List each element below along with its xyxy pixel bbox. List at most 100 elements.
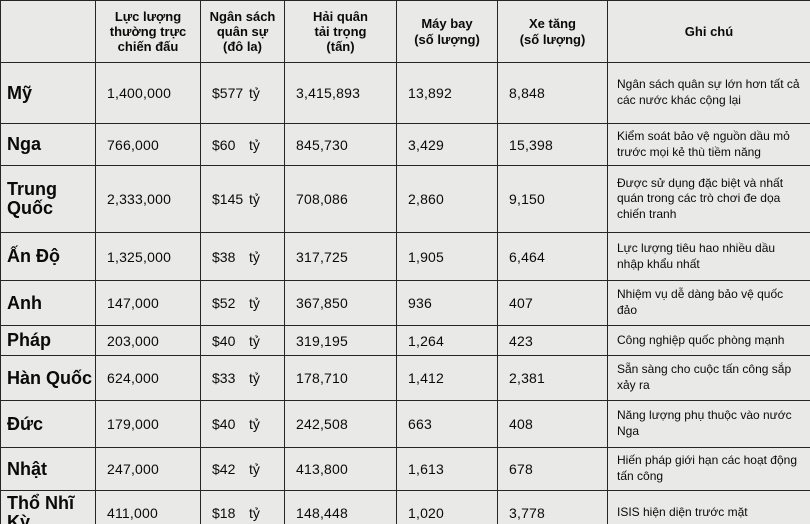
navy-tonnage-cell: 367,850 bbox=[284, 280, 397, 326]
budget-amount: $40 bbox=[212, 416, 236, 432]
header-row: Lực lượng thường trực chiến đấu Ngân sác… bbox=[0, 0, 810, 63]
budget-cell: $18 tỷ bbox=[200, 490, 285, 524]
budget-cell: $577 tỷ bbox=[200, 62, 285, 124]
navy-tonnage-cell: 242,508 bbox=[284, 400, 397, 448]
budget-unit: tỷ bbox=[249, 416, 260, 432]
budget-cell: $38 tỷ bbox=[200, 232, 285, 281]
note-cell: Lực lượng tiêu hao nhiều dầu nhập khẩu n… bbox=[607, 232, 810, 281]
budget-cell: $60 tỷ bbox=[200, 123, 285, 166]
budget-cell: $40 tỷ bbox=[200, 325, 285, 356]
budget-unit: tỷ bbox=[249, 136, 260, 153]
budget-cell: $42 tỷ bbox=[200, 447, 285, 491]
navy-tonnage-cell: 708,086 bbox=[284, 165, 397, 233]
budget-cell: $145 tỷ bbox=[200, 165, 285, 233]
budget-amount: $52 bbox=[212, 295, 236, 311]
col-header-budget: Ngân sách quân sự (đô la) bbox=[200, 0, 285, 63]
active-forces-cell: 1,400,000 bbox=[95, 62, 201, 124]
budget-unit: tỷ bbox=[249, 295, 260, 311]
country-cell: Ấn Độ bbox=[0, 232, 96, 281]
note-cell: Kiểm soát bảo vệ nguồn dầu mỏ trước mọi … bbox=[607, 123, 810, 166]
active-forces-cell: 247,000 bbox=[95, 447, 201, 491]
budget-amount: $38 bbox=[212, 248, 236, 265]
budget-amount: $577 bbox=[212, 85, 244, 101]
table-row: Hàn Quốc 624,000 $33 tỷ 178,710 1,412 2,… bbox=[0, 355, 810, 401]
aircraft-cell: 1,020 bbox=[396, 490, 498, 524]
aircraft-cell: 1,613 bbox=[396, 447, 498, 491]
budget-unit: tỷ bbox=[249, 191, 260, 207]
navy-tonnage-cell: 178,710 bbox=[284, 355, 397, 401]
note-cell: Sẵn sàng cho cuộc tấn công sắp xảy ra bbox=[607, 355, 810, 401]
aircraft-cell: 1,412 bbox=[396, 355, 498, 401]
table-row: Trung Quốc 2,333,000 $145 tỷ 708,086 2,8… bbox=[0, 165, 810, 233]
table-row: Nhật 247,000 $42 tỷ 413,800 1,613 678 Hi… bbox=[0, 447, 810, 491]
table-header: Lực lượng thường trực chiến đấu Ngân sác… bbox=[0, 0, 810, 63]
tanks-cell: 408 bbox=[497, 400, 608, 448]
navy-tonnage-cell: 413,800 bbox=[284, 447, 397, 491]
table-row: Ấn Độ 1,325,000 $38 tỷ 317,725 1,905 6,4… bbox=[0, 232, 810, 281]
active-forces-cell: 179,000 bbox=[95, 400, 201, 448]
budget-unit: tỷ bbox=[249, 332, 260, 349]
budget-unit: tỷ bbox=[249, 370, 260, 386]
budget-unit: tỷ bbox=[249, 505, 260, 521]
note-cell: Công nghiệp quốc phòng mạnh bbox=[607, 325, 810, 356]
country-cell: Thổ Nhĩ Kỳ bbox=[0, 490, 96, 524]
budget-cell: $40 tỷ bbox=[200, 400, 285, 448]
budget-cell: $33 tỷ bbox=[200, 355, 285, 401]
active-forces-cell: 766,000 bbox=[95, 123, 201, 166]
tanks-cell: 8,848 bbox=[497, 62, 608, 124]
budget-unit: tỷ bbox=[249, 461, 260, 477]
budget-amount: $18 bbox=[212, 505, 236, 521]
table-row: Đức 179,000 $40 tỷ 242,508 663 408 Năng … bbox=[0, 400, 810, 448]
table-row: Thổ Nhĩ Kỳ 411,000 $18 tỷ 148,448 1,020 … bbox=[0, 490, 810, 524]
navy-tonnage-cell: 3,415,893 bbox=[284, 62, 397, 124]
note-cell: Nhiệm vụ dễ dàng bảo vệ quốc đảo bbox=[607, 280, 810, 326]
aircraft-cell: 1,905 bbox=[396, 232, 498, 281]
note-cell: Được sử dụng đặc biệt và nhất quán trong… bbox=[607, 165, 810, 233]
aircraft-cell: 1,264 bbox=[396, 325, 498, 356]
active-forces-cell: 147,000 bbox=[95, 280, 201, 326]
table-row: Mỹ 1,400,000 $577 tỷ 3,415,893 13,892 8,… bbox=[0, 62, 810, 124]
col-header-tanks: Xe tăng (số lượng) bbox=[497, 0, 608, 63]
aircraft-cell: 2,860 bbox=[396, 165, 498, 233]
tanks-cell: 678 bbox=[497, 447, 608, 491]
table-body: Mỹ 1,400,000 $577 tỷ 3,415,893 13,892 8,… bbox=[0, 62, 810, 524]
tanks-cell: 9,150 bbox=[497, 165, 608, 233]
col-header-active-forces: Lực lượng thường trực chiến đấu bbox=[95, 0, 201, 63]
col-header-navy-tonnage: Hải quân tải trọng (tấn) bbox=[284, 0, 397, 63]
country-cell: Đức bbox=[0, 400, 96, 448]
navy-tonnage-cell: 148,448 bbox=[284, 490, 397, 524]
active-forces-cell: 1,325,000 bbox=[95, 232, 201, 281]
active-forces-cell: 411,000 bbox=[95, 490, 201, 524]
aircraft-cell: 936 bbox=[396, 280, 498, 326]
navy-tonnage-cell: 845,730 bbox=[284, 123, 397, 166]
tanks-cell: 407 bbox=[497, 280, 608, 326]
country-cell: Pháp bbox=[0, 325, 96, 356]
note-cell: Năng lượng phụ thuộc vào nước Nga bbox=[607, 400, 810, 448]
country-cell: Mỹ bbox=[0, 62, 96, 124]
col-header-aircraft: Máy bay (số lượng) bbox=[396, 0, 498, 63]
budget-amount: $40 bbox=[212, 332, 236, 349]
col-header-country bbox=[0, 0, 96, 63]
tanks-cell: 15,398 bbox=[497, 123, 608, 166]
budget-amount: $145 bbox=[212, 191, 244, 207]
country-cell: Hàn Quốc bbox=[0, 355, 96, 401]
col-header-notes: Ghi chú bbox=[607, 0, 810, 63]
budget-cell: $52 tỷ bbox=[200, 280, 285, 326]
table-row: Nga 766,000 $60 tỷ 845,730 3,429 15,398 … bbox=[0, 123, 810, 166]
navy-tonnage-cell: 319,195 bbox=[284, 325, 397, 356]
tanks-cell: 3,778 bbox=[497, 490, 608, 524]
budget-amount: $33 bbox=[212, 370, 236, 386]
country-cell: Nga bbox=[0, 123, 96, 166]
budget-unit: tỷ bbox=[249, 85, 260, 101]
aircraft-cell: 3,429 bbox=[396, 123, 498, 166]
budget-amount: $60 bbox=[212, 136, 236, 153]
country-cell: Trung Quốc bbox=[0, 165, 96, 233]
tanks-cell: 6,464 bbox=[497, 232, 608, 281]
tanks-cell: 423 bbox=[497, 325, 608, 356]
note-cell: Hiến pháp giới hạn các hoạt động tấn côn… bbox=[607, 447, 810, 491]
tanks-cell: 2,381 bbox=[497, 355, 608, 401]
note-cell: ISIS hiện diện trước mặt bbox=[607, 490, 810, 524]
budget-unit: tỷ bbox=[249, 248, 260, 265]
